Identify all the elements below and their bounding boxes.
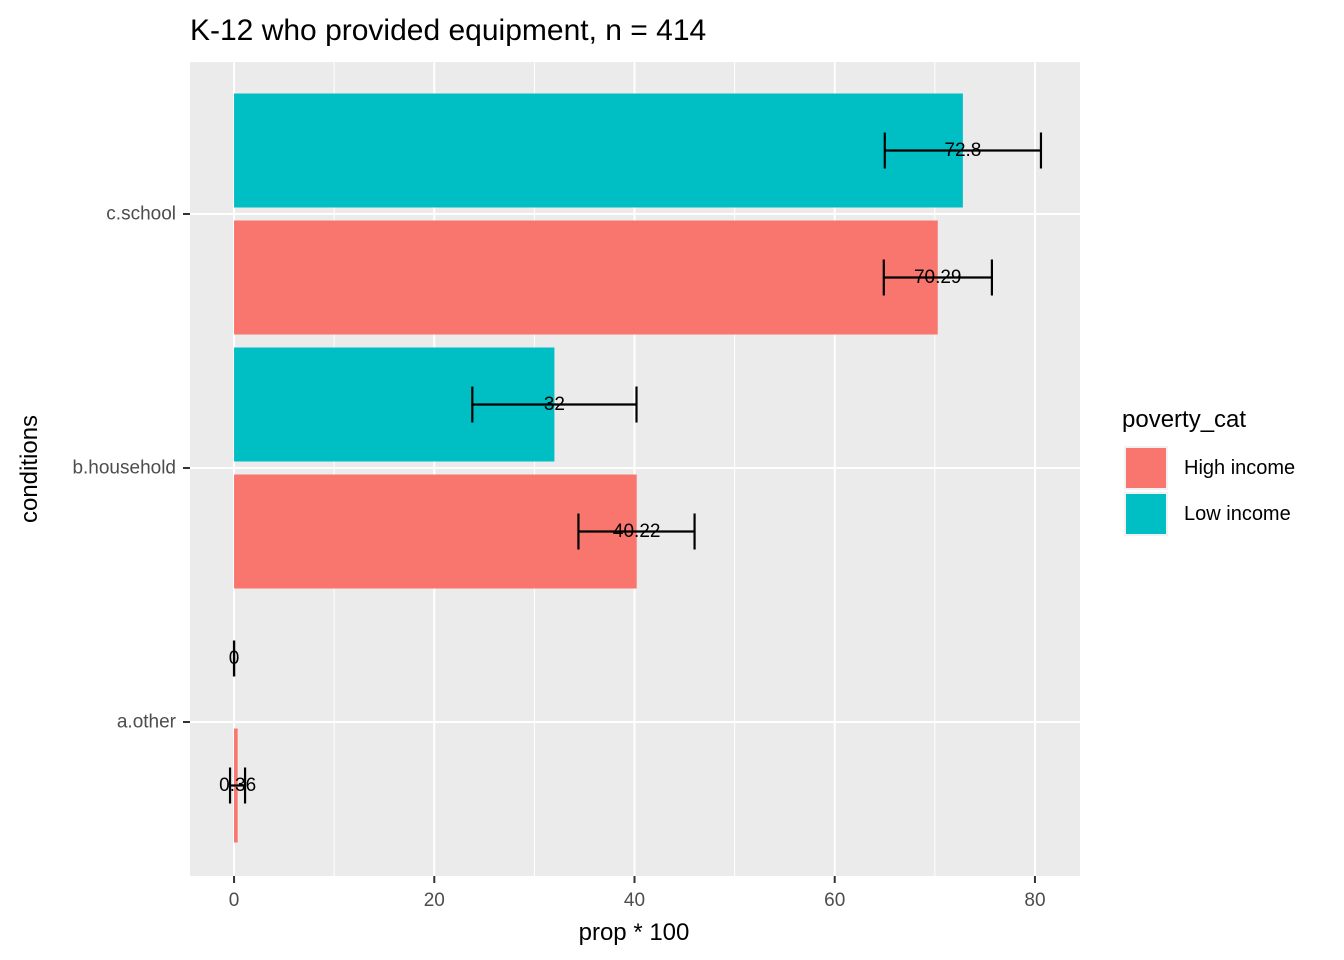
data-label: 40.22 <box>613 521 661 542</box>
data-label: 72.8 <box>944 140 981 161</box>
bar <box>234 93 963 208</box>
bars <box>234 93 963 843</box>
x-tick-label: 60 <box>824 890 845 911</box>
error-bar <box>471 386 638 423</box>
data-label: 0 <box>229 648 240 669</box>
error-bar <box>883 132 1043 169</box>
error-bar <box>882 259 994 296</box>
data-label: 70.29 <box>914 267 962 288</box>
legend-item: Low income <box>1124 492 1291 536</box>
legend: poverty_cat High income Low income <box>1122 406 1295 536</box>
x-axis: 0 20 40 60 80 <box>229 876 1046 911</box>
legend-item: High income <box>1124 446 1295 490</box>
error-bars <box>228 132 1043 804</box>
y-tick-label: c.school <box>106 204 176 225</box>
error-bar <box>228 767 247 804</box>
legend-title: poverty_cat <box>1122 406 1246 433</box>
bar <box>234 474 637 589</box>
data-label: 0.36 <box>219 775 256 796</box>
y-tick-label: a.other <box>117 712 177 733</box>
bar <box>234 220 938 335</box>
y-tick-label: b.household <box>72 458 176 479</box>
legend-swatch <box>1126 494 1166 534</box>
legend-label: Low income <box>1184 503 1291 525</box>
y-axis: a.other b.household c.school <box>72 204 190 733</box>
data-labels: 0.36 40.22 70.29 0 32 72.8 <box>219 140 981 796</box>
legend-swatch <box>1126 448 1166 488</box>
x-tick-label: 80 <box>1024 890 1045 911</box>
error-bar <box>577 513 696 550</box>
x-axis-title: prop * 100 <box>579 919 690 946</box>
chart-title: K-12 who provided equipment, n = 414 <box>190 14 706 47</box>
legend-label: High income <box>1184 457 1295 479</box>
x-tick-label: 0 <box>229 890 240 911</box>
data-label: 32 <box>544 394 565 415</box>
x-tick-label: 40 <box>624 890 645 911</box>
y-axis-title: conditions <box>16 415 43 523</box>
x-tick-label: 20 <box>424 890 445 911</box>
